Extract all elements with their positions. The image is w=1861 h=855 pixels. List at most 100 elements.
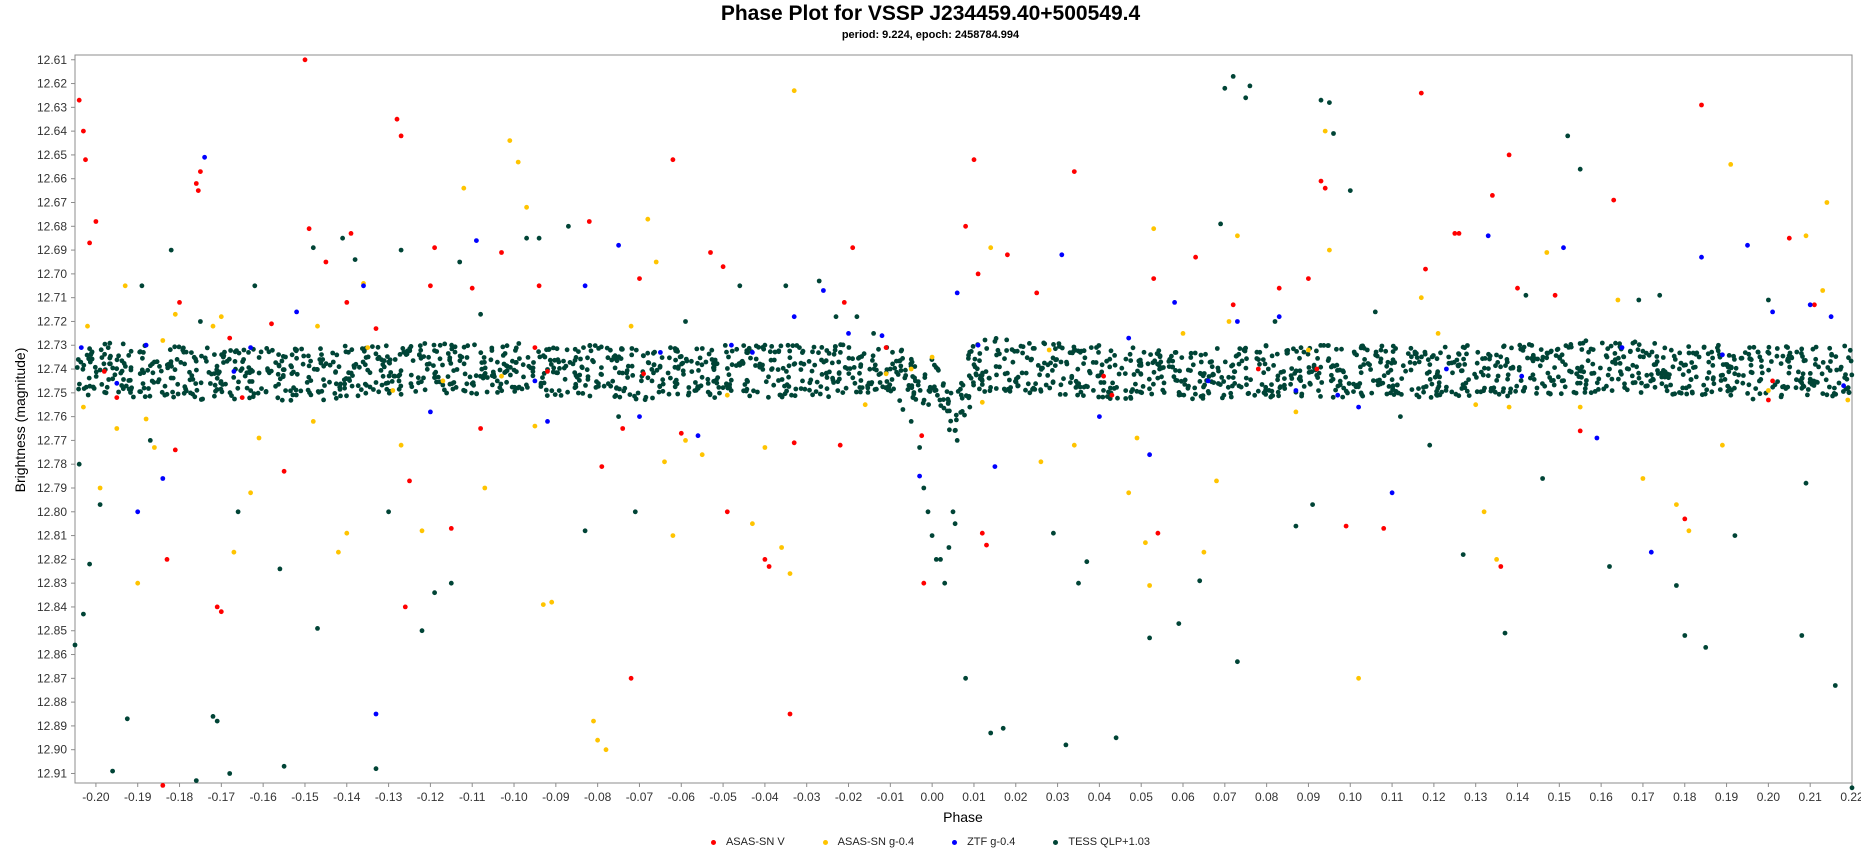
tess-band-point — [1245, 391, 1251, 397]
asas-sn-g-0-4-point — [1235, 233, 1240, 239]
asas-sn-g-0-4-point — [524, 204, 529, 210]
tess-band-point — [1545, 370, 1551, 376]
tess-band-point — [461, 344, 467, 350]
ztf-g-0-4-point — [1335, 392, 1341, 398]
tess-band-point — [1248, 377, 1253, 383]
tess-band-point — [850, 375, 856, 381]
tess-band-point — [1326, 356, 1332, 362]
tess-band-point — [1345, 390, 1350, 396]
tess-band-point — [1813, 344, 1819, 350]
tess-band-point — [1316, 388, 1321, 393]
tess-band-point — [1680, 372, 1686, 377]
tess-band-point — [403, 352, 409, 357]
tess-qlp-1-03-point — [235, 509, 241, 515]
tess-band-point — [786, 384, 792, 389]
tess-band-point — [1337, 378, 1343, 384]
tess-band-point — [1340, 394, 1346, 400]
asas-sn-g-0-4-point — [1322, 128, 1328, 134]
legend-marker — [952, 839, 958, 845]
asas-sn-v-point — [1418, 90, 1424, 96]
y-tick-label: 12.85 — [37, 624, 67, 638]
tess-band-point — [1009, 347, 1015, 352]
tess-band-point — [1582, 390, 1588, 395]
tess-band-point — [1428, 395, 1434, 400]
asas-sn-v-point — [1498, 564, 1504, 569]
tess-band-point — [1130, 387, 1135, 392]
tess-band-point — [1151, 369, 1157, 375]
ztf-g-0-4-point — [729, 342, 734, 348]
tess-band-point — [657, 363, 663, 369]
tess-band-point — [1067, 350, 1073, 356]
tess-band-point — [892, 365, 898, 371]
tess-band-point — [1677, 366, 1682, 372]
tess-band-point — [232, 349, 238, 355]
tess-band-point — [584, 367, 590, 373]
tess-band-point — [798, 386, 804, 391]
tess-band-point — [747, 393, 753, 399]
tess-band-point — [154, 359, 160, 365]
tess-band-point — [102, 341, 108, 347]
asas-sn-v-point — [76, 97, 82, 103]
tess-band-point — [1269, 388, 1275, 394]
tess-band-point — [281, 367, 287, 373]
tess-band-point — [565, 389, 570, 395]
ztf-g-0-4-point — [1293, 388, 1299, 393]
tess-qlp-1-03-point — [419, 628, 425, 634]
tess-band-point — [1111, 386, 1117, 391]
tess-band-point — [830, 375, 835, 381]
asas-sn-g-0-4-point — [390, 388, 396, 393]
tess-band-point — [440, 362, 445, 368]
tess-band-point — [157, 364, 162, 369]
legend-item-tess-qlp-1-03: TESS QLP+1.03 — [1053, 836, 1150, 848]
tess-band-point — [183, 388, 189, 394]
tess-band-point — [141, 370, 147, 376]
tess-band-point — [1127, 351, 1133, 357]
asas-sn-v-point — [708, 250, 713, 255]
tess-band-point — [629, 346, 635, 351]
tess-band-point — [417, 352, 422, 357]
asas-sn-g-0-4-point — [461, 185, 467, 191]
y-tick-label: 12.65 — [37, 148, 67, 162]
tess-band-point — [1427, 377, 1433, 382]
tess-band-point — [346, 349, 351, 355]
tess-band-point — [645, 360, 651, 365]
ztf-g-0-4-point — [975, 342, 981, 348]
tess-band-point — [1590, 347, 1596, 352]
tess-band-point — [490, 382, 495, 388]
asas-sn-g-0-4-point — [750, 521, 755, 527]
asas-sn-g-0-4-point — [515, 159, 521, 165]
x-tick-label: 0.18 — [1673, 790, 1697, 804]
tess-band-point — [1139, 390, 1145, 396]
tess-band-point — [963, 393, 969, 399]
tess-band-point — [1654, 354, 1660, 359]
tess-band-point — [432, 371, 438, 376]
tess-qlp-1-03-point — [281, 763, 287, 769]
tess-band-point — [150, 370, 156, 376]
asas-sn-g-0-4-point — [210, 323, 216, 329]
tess-band-point — [459, 354, 465, 360]
tess-band-point — [635, 390, 641, 396]
tess-band-point — [632, 393, 637, 399]
tess-band-point — [1123, 356, 1129, 362]
tess-band-point — [697, 355, 703, 361]
asas-sn-g-0-4-point — [160, 338, 166, 343]
tess-band-point — [1717, 387, 1723, 392]
tess-band-point — [1711, 381, 1717, 387]
tess-band-point — [126, 353, 132, 358]
tess-band-point — [766, 394, 771, 400]
tess-band-point — [744, 350, 750, 355]
tess-band-point — [440, 382, 446, 388]
tess-band-point — [327, 362, 333, 368]
tess-band-point — [717, 390, 722, 396]
tess-band-point — [1728, 392, 1734, 398]
tess-band-point — [1346, 381, 1352, 386]
tess-band-point — [1099, 369, 1105, 375]
tess-band-point — [681, 371, 686, 377]
asas-sn-v-point — [850, 245, 856, 251]
tess-band-point — [1844, 376, 1850, 382]
tess-band-point — [1112, 362, 1118, 368]
tess-band-point — [851, 365, 857, 370]
asas-sn-v-point — [1034, 290, 1040, 296]
tess-band-point — [1152, 358, 1158, 364]
tess-band-point — [1655, 371, 1661, 376]
